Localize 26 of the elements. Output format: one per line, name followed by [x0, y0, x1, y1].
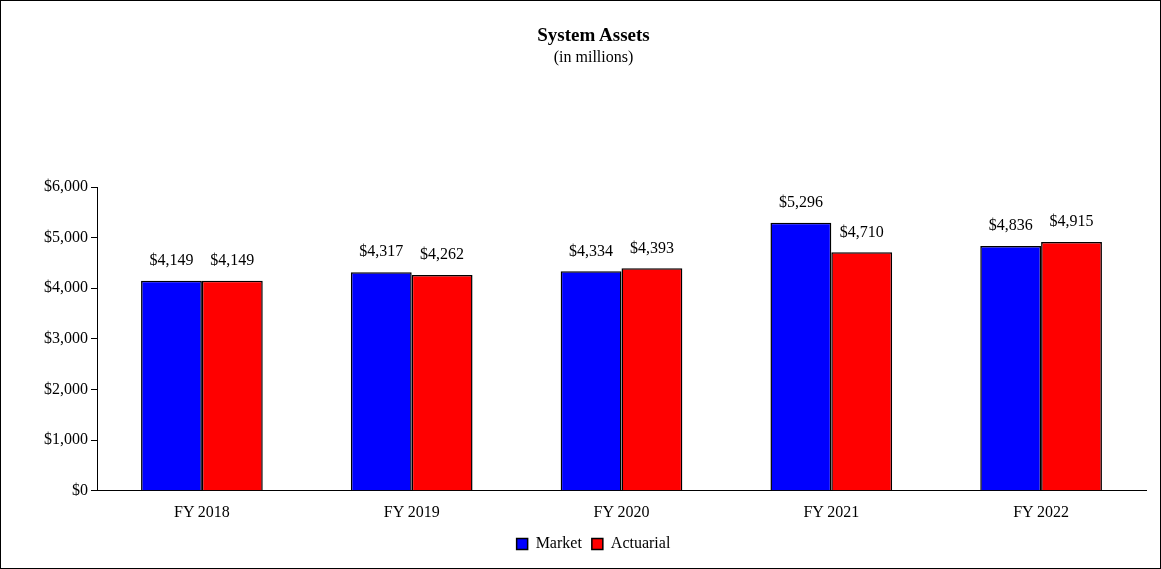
data-label: $4,334: [569, 241, 614, 259]
data-label: $4,317: [359, 242, 404, 260]
x-tick-label: FY 2022: [1013, 502, 1070, 520]
data-label: $4,149: [210, 250, 255, 268]
y-tick-label: $4,000: [44, 278, 88, 296]
chart-subtitle: (in millions): [553, 47, 634, 66]
y-tick-label: $5,000: [44, 227, 88, 245]
y-tick-label: $0: [72, 481, 88, 498]
y-tick-label: $1,000: [44, 430, 88, 448]
data-label: $4,836: [988, 216, 1033, 234]
data-label: $4,262: [420, 245, 465, 263]
data-label: $4,915: [1049, 212, 1094, 230]
x-tick-label: FY 2019: [383, 502, 440, 520]
chart-title: System Assets: [537, 24, 650, 46]
x-tick-label: FY 2021: [803, 502, 860, 520]
legend-label: Actuarial: [610, 534, 671, 552]
data-label: $4,393: [629, 238, 674, 256]
data-label: $5,296: [778, 192, 823, 210]
data-label: $4,149: [149, 250, 194, 268]
data-label: $4,710: [839, 222, 884, 240]
legend-label: Market: [535, 534, 583, 552]
x-tick-label: FY 2020: [593, 502, 650, 520]
x-tick-label: FY 2018: [173, 502, 230, 520]
y-tick-label: $6,000: [44, 177, 88, 195]
y-tick-label: $3,000: [44, 329, 88, 347]
y-tick-label: $2,000: [44, 379, 88, 397]
